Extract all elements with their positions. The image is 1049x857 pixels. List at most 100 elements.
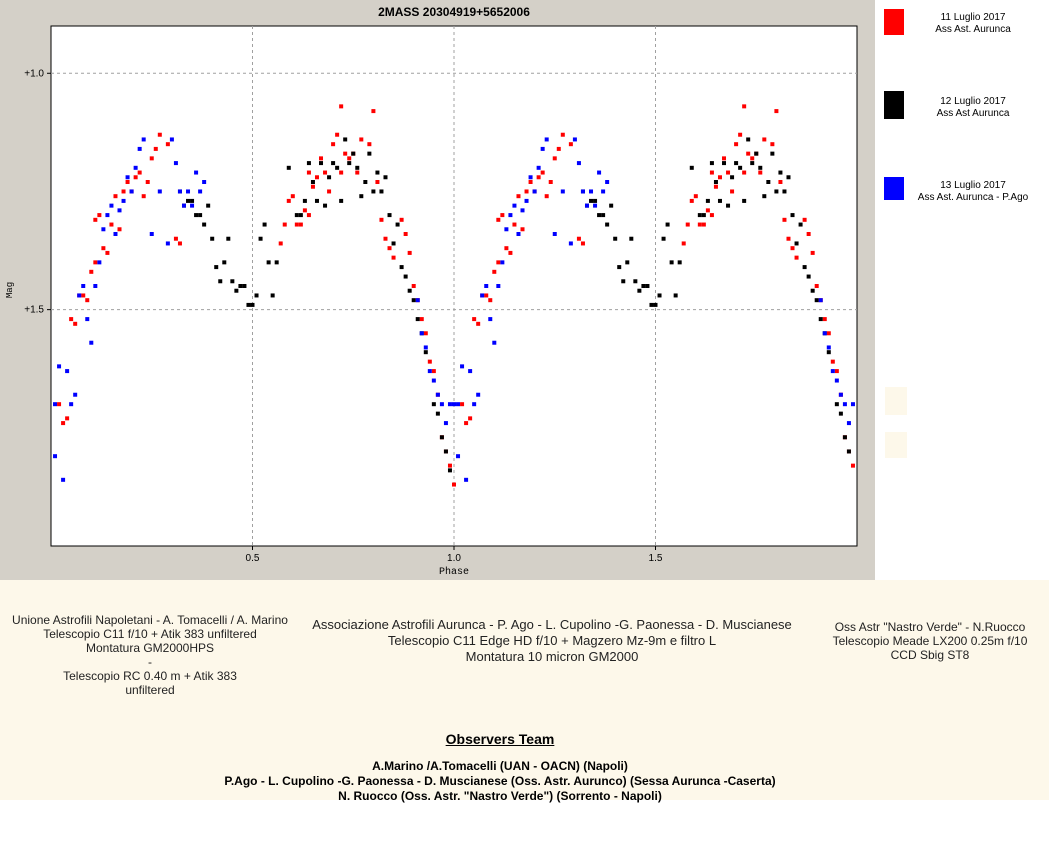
credit-line: Unione Astrofili Napoletani - A. Tomacel…: [12, 613, 288, 627]
data-point-series-1: [726, 203, 731, 208]
data-point-series-2: [830, 369, 835, 374]
data-point-series-0: [177, 241, 182, 246]
data-point-series-0: [701, 222, 706, 227]
data-point-series-2: [452, 402, 456, 407]
data-point-series-1: [625, 260, 630, 265]
data-point-series-1: [230, 279, 235, 284]
data-point-series-0: [762, 137, 767, 142]
data-point-series-2: [524, 198, 529, 203]
data-point-series-1: [327, 175, 332, 180]
data-point-series-1: [218, 279, 223, 284]
data-point-series-2: [53, 402, 58, 407]
legend-label: 13 Luglio 2017 Ass Ast. Aurunca - P.Ago: [917, 180, 1029, 203]
data-point-series-2: [198, 189, 203, 194]
data-point-series-1: [798, 222, 803, 227]
data-point-series-1: [302, 198, 307, 203]
data-point-series-0: [778, 180, 783, 184]
data-point-series-1: [782, 189, 787, 194]
data-point-series-2: [125, 175, 130, 180]
data-point-series-1: [423, 350, 428, 355]
data-point-series-0: [524, 189, 529, 194]
data-point-series-1: [270, 293, 275, 298]
data-point-series-2: [186, 189, 191, 194]
data-point-series-1: [310, 180, 315, 184]
data-point-series-0: [431, 369, 436, 374]
data-point-series-0: [101, 246, 106, 251]
data-point-series-0: [580, 241, 585, 246]
data-point-series-2: [456, 402, 461, 407]
data-point-series-0: [399, 217, 404, 222]
data-point-series-2: [113, 232, 118, 236]
data-point-series-2: [101, 227, 106, 232]
data-point-series-1: [774, 189, 779, 194]
data-point-series-1: [802, 265, 807, 270]
data-point-series-2: [850, 402, 855, 407]
data-point-series-0: [379, 217, 384, 222]
data-point-series-0: [407, 250, 412, 255]
data-point-series-2: [544, 137, 549, 142]
data-point-series-0: [508, 250, 513, 255]
data-point-series-1: [621, 279, 626, 284]
data-point-series-0: [568, 142, 573, 147]
data-point-series-0: [476, 321, 481, 326]
data-point-series-0: [709, 170, 714, 175]
data-point-series-0: [89, 269, 94, 274]
data-point-series-0: [850, 463, 855, 468]
data-point-series-2: [532, 189, 537, 194]
data-point-series-1: [709, 161, 714, 166]
data-point-series-2: [605, 180, 610, 184]
data-point-series-0: [488, 298, 493, 303]
data-point-series-1: [359, 194, 364, 199]
data-point-series-2: [846, 421, 851, 426]
data-point-series-1: [403, 274, 408, 279]
data-point-series-0: [302, 208, 307, 213]
data-point-series-1: [790, 213, 795, 218]
data-point-series-1: [439, 435, 444, 440]
data-point-series-0: [560, 132, 565, 137]
data-point-series-0: [540, 170, 545, 175]
credit-line: Montatura GM2000HPS: [85, 641, 215, 655]
data-point-series-1: [355, 165, 360, 170]
data-point-series-2: [117, 208, 122, 213]
data-point-series-0: [57, 402, 62, 407]
data-point-series-0: [810, 250, 815, 255]
data-point-series-0: [149, 156, 154, 161]
data-point-series-1: [186, 198, 191, 203]
data-point-series-1: [605, 222, 610, 227]
data-point-series-1: [443, 449, 448, 454]
data-point-series-1: [258, 236, 263, 241]
data-point-series-1: [286, 165, 291, 170]
data-point-series-1: [294, 213, 299, 218]
axis-ticks: 0.5 1.0 1.5 +1.0 +1.5: [24, 68, 663, 564]
data-point-series-2: [560, 189, 565, 194]
data-point-series-0: [782, 217, 787, 222]
data-point-series-2: [842, 402, 847, 407]
data-point-series-0: [758, 170, 763, 175]
data-point-series-2: [202, 180, 207, 184]
data-point-series-0: [548, 180, 553, 184]
data-point-series-1: [343, 137, 348, 142]
data-point-series-1: [713, 180, 718, 184]
data-point-series-1: [842, 435, 847, 440]
data-point-series-2: [576, 161, 581, 166]
x-tick-label: 1.0: [447, 553, 461, 564]
data-point-series-0: [323, 170, 328, 175]
data-point-series-1: [202, 222, 207, 227]
data-point-series-0: [427, 359, 432, 364]
data-point-series-2: [580, 189, 585, 194]
data-point-series-1: [347, 161, 352, 166]
data-point-series-1: [198, 213, 203, 218]
data-point-series-0: [306, 170, 311, 175]
legend-swatch-red: [884, 9, 904, 35]
data-point-series-1: [810, 288, 815, 293]
data-point-series-1: [435, 411, 440, 416]
data-point-series-1: [806, 274, 811, 279]
legend-swatch-blue: [884, 177, 904, 200]
data-point-series-0: [705, 208, 710, 213]
data-point-series-2: [65, 369, 70, 374]
data-point-series-1: [331, 161, 336, 166]
data-point-series-1: [415, 317, 420, 322]
data-point-series-0: [576, 236, 581, 241]
data-point-series-0: [282, 222, 287, 227]
data-point-series-2: [456, 454, 461, 459]
